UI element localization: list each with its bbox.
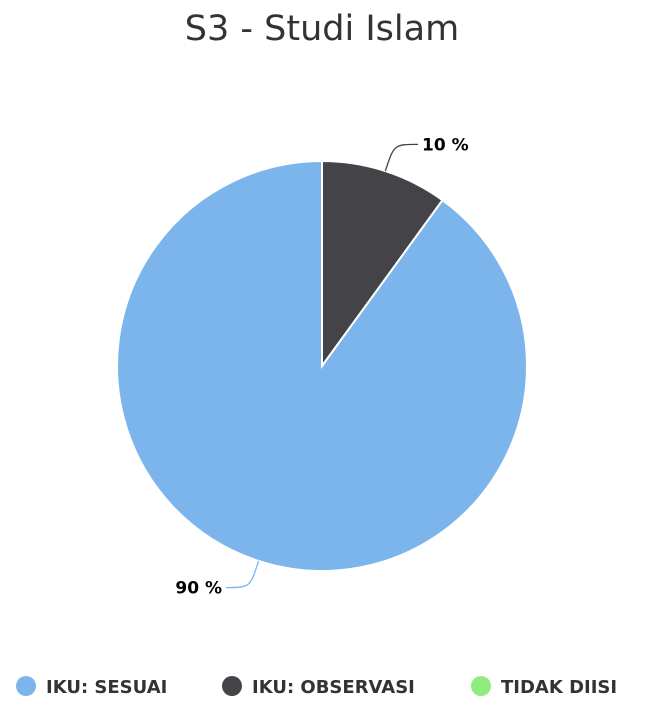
chart-legend: IKU: SESUAI IKU: OBSERVASI TIDAK DIISI [16,676,617,698]
data-label-iku-sesuai: 90 % [175,579,222,599]
legend-item-iku-observasi[interactable]: IKU: OBSERVASI [222,676,415,698]
legend-label: IKU: SESUAI [46,677,167,698]
data-label-connector-iku-sesuai [225,560,260,589]
pie-slice-iku-sesuai[interactable] [116,159,528,572]
pie-data-labels: 90 % 10 % [175,135,468,598]
pie-slice-iku-observasi[interactable] [321,159,444,370]
data-label-connector-iku-observasi [384,143,419,172]
legend-marker-icon [471,676,491,696]
legend-marker-icon [16,676,36,696]
legend-label: TIDAK DIISI [501,677,617,698]
chart-title: S3 - Studi Islam [185,9,459,49]
legend-marker-icon [222,676,242,696]
legend-item-tidak-diisi[interactable]: TIDAK DIISI [471,676,617,698]
pie-slices [116,159,528,572]
legend-label: IKU: OBSERVASI [252,677,415,698]
data-label-iku-observasi: 10 % [422,135,469,155]
legend-item-iku-sesuai[interactable]: IKU: SESUAI [16,676,167,698]
